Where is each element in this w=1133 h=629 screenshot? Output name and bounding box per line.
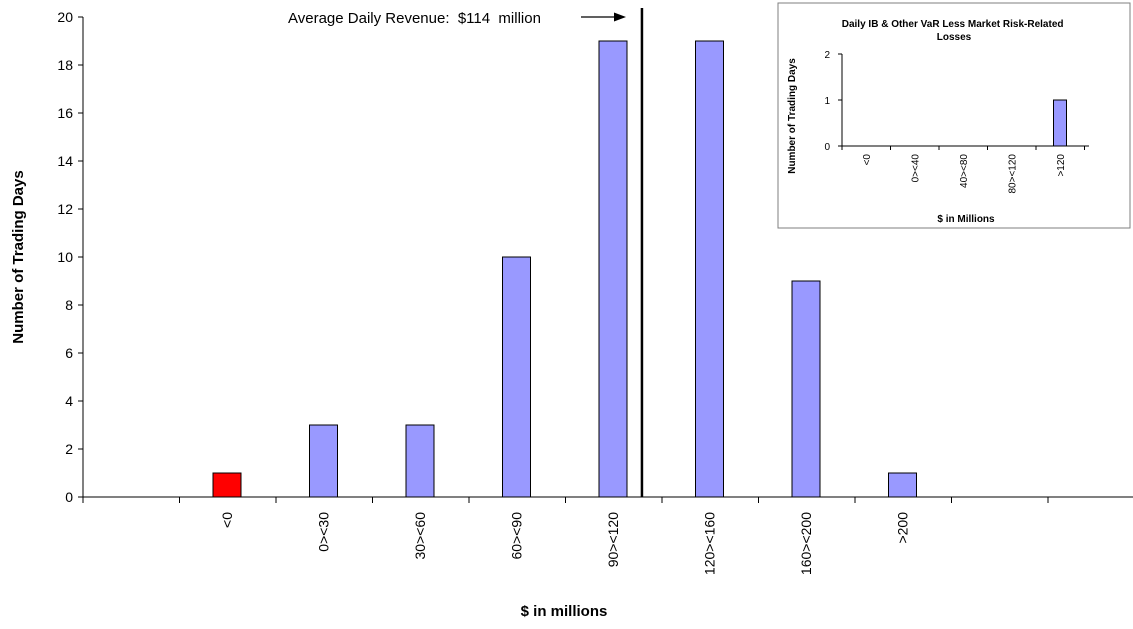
main-bar <box>309 424 338 498</box>
main-x-tick-label: 120><160 <box>702 512 718 575</box>
main-bar <box>695 40 724 498</box>
main-y-tick-label: 10 <box>57 249 73 265</box>
annotation-arrow-head <box>614 12 626 22</box>
inset-title-line-1: Daily IB & Other VaR Less Market Risk-Re… <box>842 19 1064 30</box>
average-revenue-annotation: Average Daily Revenue: $114 million <box>288 10 541 27</box>
main-x-tick-label: <0 <box>219 512 235 528</box>
inset-y-ticks: 0 1 2 <box>824 50 842 153</box>
inset-x-tick-label: 40><80 <box>959 154 970 188</box>
inset-chart: Daily IB & Other VaR Less Market Risk-Re… <box>777 2 1131 229</box>
inset-x-axis-title: $ in Millions <box>937 214 995 225</box>
inset-y-tick-label: 1 <box>824 96 830 107</box>
main-x-tick-label: 160><200 <box>798 512 814 575</box>
main-x-tick-label: >200 <box>895 512 911 544</box>
inset-bars <box>1053 99 1067 147</box>
inset-x-tick-label: <0 <box>862 154 873 166</box>
main-y-ticks: 0 2 4 6 8 10 12 14 16 18 20 <box>57 9 83 505</box>
main-y-tick-label: 12 <box>57 201 73 217</box>
inset-x-tick-labels: <0 0><40 40><80 80><120 >120 <box>862 154 1067 194</box>
main-y-tick-label: 0 <box>65 489 73 505</box>
inset-chart-title: Daily IB & Other VaR Less Market Risk-Re… <box>842 19 1067 43</box>
inset-x-tick-label: 80><120 <box>1008 154 1019 194</box>
main-x-ticks <box>82 497 1049 503</box>
main-y-axis-title: Number of Trading Days <box>10 170 27 343</box>
inset-y-tick-label: 0 <box>824 142 830 153</box>
inset-bar <box>1053 99 1067 147</box>
main-y-tick-label: 16 <box>57 105 73 121</box>
inset-title-line-2: Losses <box>937 32 972 43</box>
main-bar <box>888 472 917 498</box>
main-x-tick-label: 60><90 <box>509 512 525 560</box>
main-bar <box>598 40 628 498</box>
main-x-tick-labels: <0 0><30 30><60 60><90 90><120 120><160 160><2… <box>219 512 911 575</box>
main-bar <box>791 280 821 498</box>
main-x-tick-label: 90><120 <box>605 512 621 567</box>
main-y-tick-label: 2 <box>65 441 73 457</box>
inset-y-axis-title: Number of Trading Days <box>787 58 798 174</box>
main-x-tick-label: 30><60 <box>412 512 428 560</box>
main-x-axis-title: $ in millions <box>521 603 608 620</box>
main-bar <box>502 256 531 498</box>
main-bar <box>212 472 242 498</box>
main-y-tick-label: 18 <box>57 57 73 73</box>
main-y-tick-label: 8 <box>65 297 73 313</box>
inset-y-tick-label: 2 <box>824 50 830 61</box>
inset-x-ticks <box>841 146 1085 150</box>
main-bar <box>405 424 435 498</box>
main-y-tick-label: 4 <box>65 393 73 409</box>
inset-x-tick-label: 0><40 <box>911 154 922 183</box>
inset-x-tick-label: >120 <box>1056 154 1067 177</box>
main-x-tick-label: 0><30 <box>316 512 332 552</box>
main-y-tick-label: 14 <box>57 153 73 169</box>
main-y-tick-label: 6 <box>65 345 73 361</box>
main-bars <box>212 40 917 498</box>
inset-chart-border <box>777 2 1131 229</box>
main-y-tick-label: 20 <box>57 9 73 25</box>
